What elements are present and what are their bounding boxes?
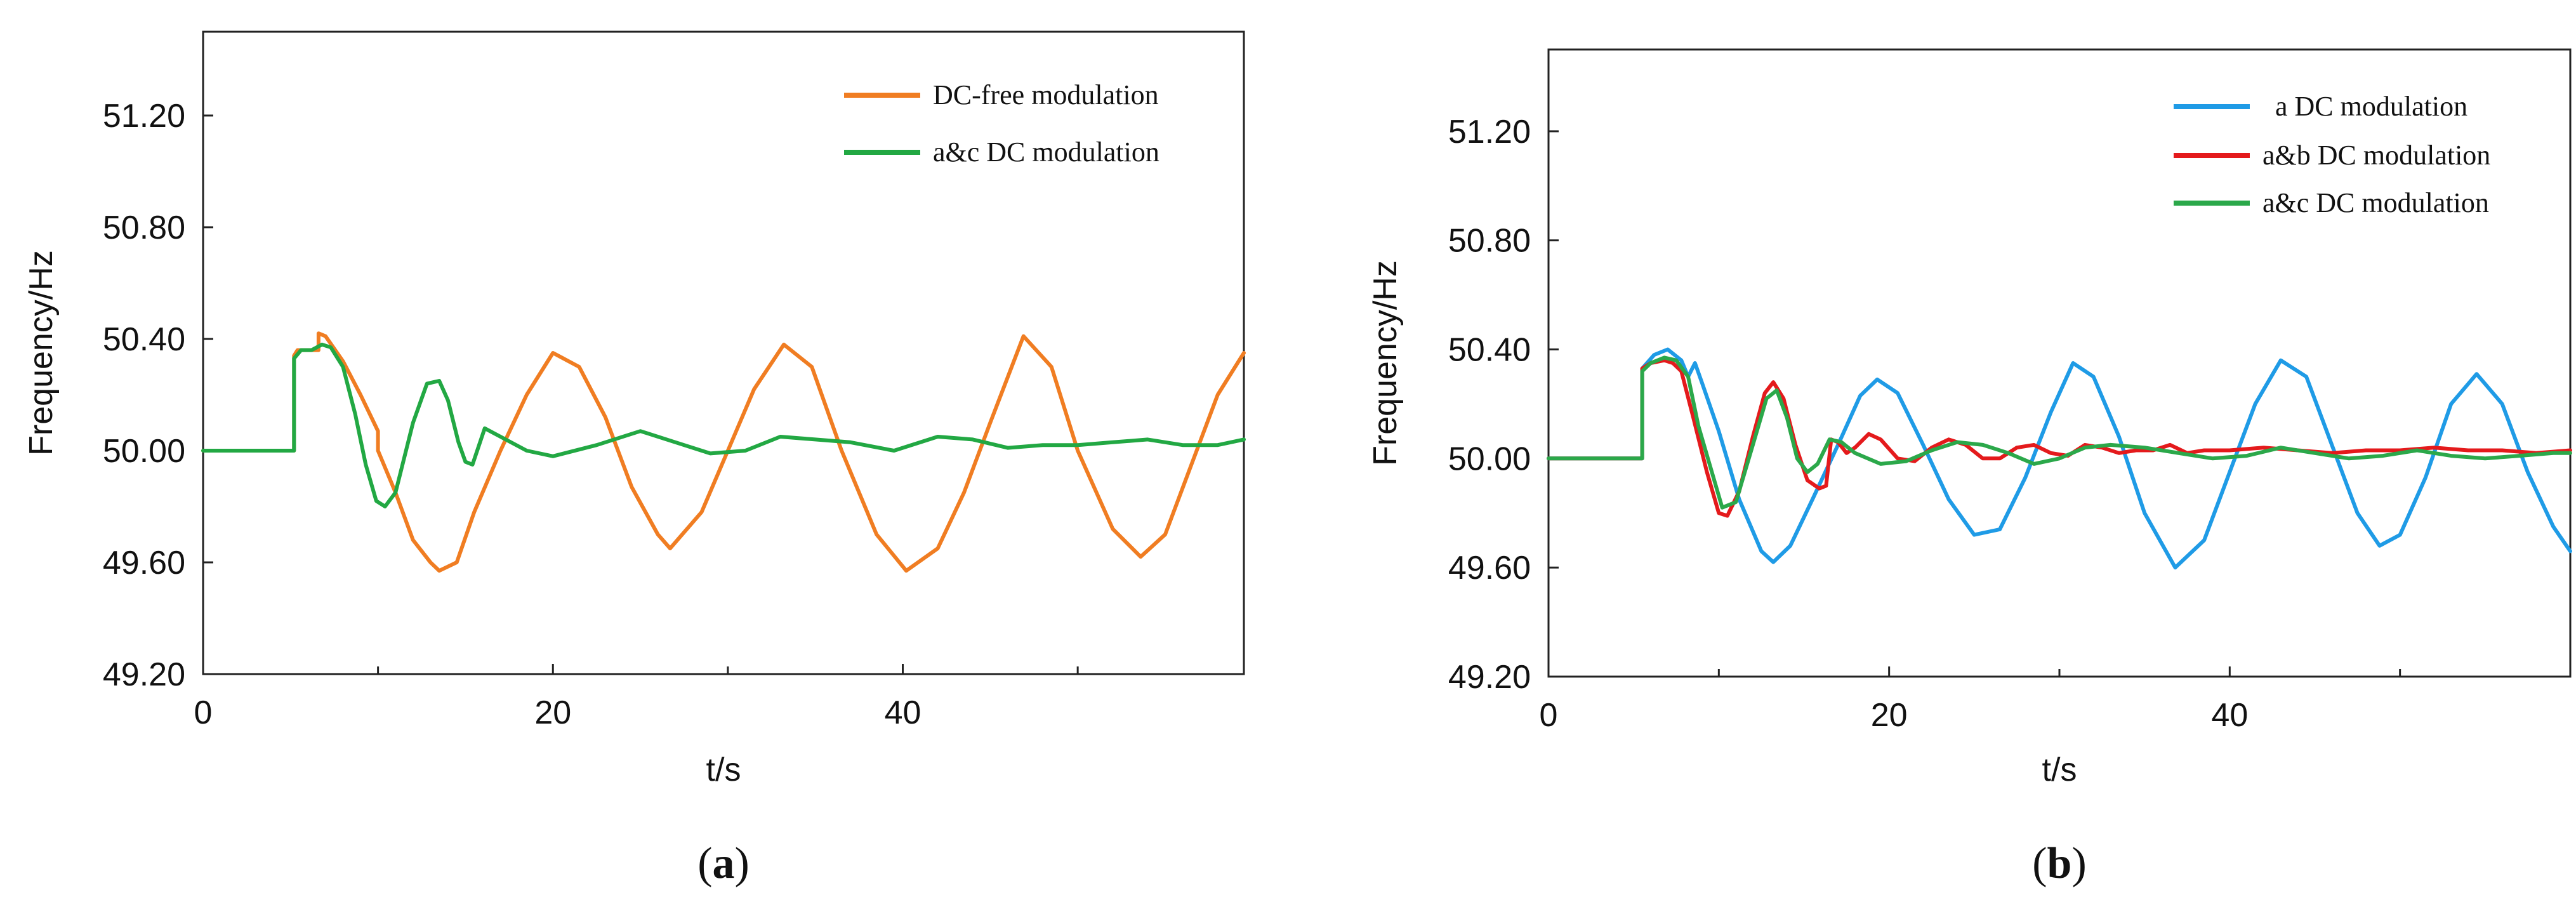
y-tick-label-b-0: 49.20	[1448, 659, 1531, 696]
y-tick-label-b-4: 50.80	[1448, 223, 1531, 260]
x-tick-label-b-1: 20	[1871, 697, 1908, 734]
y-tick-label-b-1: 49.60	[1448, 550, 1531, 586]
y-tick-label-b-3: 50.40	[1448, 332, 1531, 369]
x-tick-label-a-0: 0	[194, 694, 213, 731]
x-axis-label-a: t/s	[706, 752, 741, 788]
y-tick-label-a-3: 50.40	[103, 321, 185, 358]
x-tick-label-b-0: 0	[1540, 697, 1558, 734]
y-axis-label-a: Frequency/Hz	[23, 250, 60, 456]
legend-label-b-2: a&c DC modulation	[2262, 187, 2489, 218]
y-tick-label-a-1: 49.60	[103, 545, 185, 581]
axis-ticks-b: 49.20 49.60 50.00 50.40 50.80 51.20 0 20 40	[1448, 114, 2401, 734]
y-tick-label-b-5: 51.20	[1448, 114, 1531, 150]
legend-b: a DC modulation a&b DC modulation a&c DC…	[2174, 91, 2490, 218]
x-axis-label-b: t/s	[2042, 752, 2077, 788]
y-tick-label-a-5: 51.20	[103, 98, 185, 135]
series-lines-b	[1547, 347, 2572, 570]
legend-label-b-1: a&b DC modulation	[2262, 140, 2490, 171]
y-tick-label-a-2: 50.00	[103, 433, 185, 470]
y-tick-label-a-0: 49.20	[103, 656, 185, 693]
x-tick-label-a-2: 40	[885, 694, 921, 731]
series-line-a-1	[201, 342, 1246, 508]
axis-ticks-a: 49.20 49.60 50.00 50.40 50.80 51.20 0 20 40	[103, 98, 1079, 731]
y-tick-label-b-2: 50.00	[1448, 440, 1531, 477]
legend-label-a-0: DC-free modulation	[933, 79, 1159, 110]
series-line-b-0	[1547, 347, 2572, 570]
series-lines-a	[201, 331, 1246, 573]
legend-a: DC-free modulation a&c DC modulation	[844, 79, 1159, 168]
x-tick-label-b-2: 40	[2211, 697, 2248, 734]
x-tick-label-a-1: 20	[534, 694, 571, 731]
y-axis-label-b: Frequency/Hz	[1367, 260, 1404, 466]
caption-b: (b)	[2032, 839, 2087, 888]
caption-a: (a)	[697, 839, 750, 888]
legend-label-b-0: a DC modulation	[2275, 91, 2467, 122]
series-line-b-2	[1547, 355, 2572, 510]
y-tick-label-a-4: 50.80	[103, 209, 185, 246]
legend-label-a-1: a&c DC modulation	[933, 136, 1159, 168]
series-line-a-0	[201, 331, 1246, 573]
plot-frame-a	[202, 30, 1245, 675]
